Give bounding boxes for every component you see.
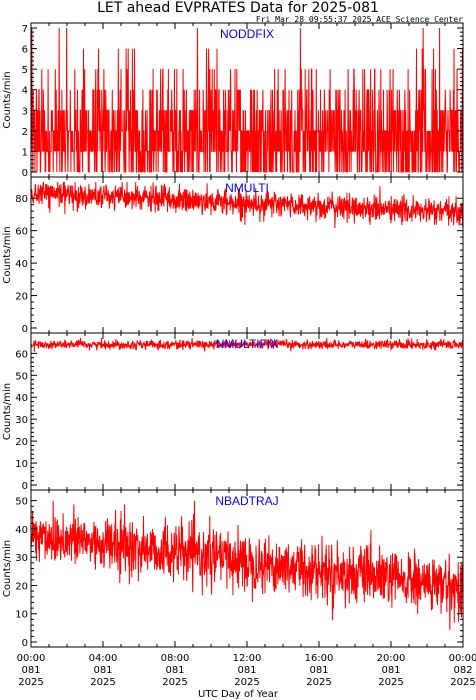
y-axis-label: Counts/min bbox=[2, 540, 13, 597]
y-tick-label: 1 bbox=[22, 147, 28, 158]
y-tick-label: 40 bbox=[15, 393, 28, 404]
y-tick-label: 6 bbox=[22, 45, 28, 56]
x-tick-year: 2025 bbox=[18, 677, 43, 688]
x-tick-doy: 082 bbox=[453, 665, 472, 676]
y-tick-label: 0 bbox=[22, 168, 28, 179]
y-tick-label: 5 bbox=[22, 65, 28, 76]
x-tick-year: 2025 bbox=[234, 677, 259, 688]
panels-group: 0 1 2 3 4 5 6 7 Counts/min NODDFIX 0 20 40 60 80 Counts… bbox=[2, 22, 464, 649]
y-axis-label: Counts/min bbox=[2, 383, 13, 440]
series-line-nmultifix bbox=[30, 337, 464, 352]
x-tick-year: 2025 bbox=[306, 677, 331, 688]
x-tick-year: 2025 bbox=[450, 677, 475, 688]
y-tick-label: 10 bbox=[15, 610, 28, 621]
x-tick-doy: 081 bbox=[237, 665, 256, 676]
x-tick-time: 00:00 bbox=[449, 653, 476, 664]
x-axis-ticks: 00:00081202504:00081202508:00081202512:0… bbox=[17, 653, 476, 688]
x-tick-doy: 081 bbox=[21, 665, 40, 676]
x-axis-label: UTC Day of Year bbox=[198, 689, 279, 700]
panel-label-nmulti: NMULTI bbox=[225, 181, 269, 195]
timestamp-label: Fri Mar 28 09:55:37 2025 ACE Science Cen… bbox=[256, 15, 463, 24]
y-tick-label: 20 bbox=[15, 292, 28, 303]
series-line-nmulti bbox=[30, 181, 464, 229]
y-tick-label: 10 bbox=[15, 459, 28, 470]
x-tick-year: 2025 bbox=[162, 677, 187, 688]
x-tick-year: 2025 bbox=[378, 677, 403, 688]
y-axis-label: Counts/min bbox=[2, 226, 13, 283]
panel-nmulti: 0 20 40 60 80 Counts/min NMULTI bbox=[2, 176, 464, 335]
y-tick-label: 20 bbox=[15, 437, 28, 448]
y-tick-label: 0 bbox=[22, 324, 28, 335]
y-tick-label: 20 bbox=[15, 581, 28, 592]
x-tick-year: 2025 bbox=[90, 677, 115, 688]
panel-label-noddfix: NODDFIX bbox=[220, 27, 274, 41]
y-tick-label: 80 bbox=[15, 194, 28, 205]
series-line-nbadtraj bbox=[30, 500, 464, 631]
y-tick-label: 50 bbox=[15, 497, 28, 508]
y-tick-label: 30 bbox=[15, 415, 28, 426]
y-tick-label: 3 bbox=[22, 106, 28, 117]
panel-noddfix: 0 1 2 3 4 5 6 7 Counts/min NODDFIX bbox=[2, 22, 464, 179]
x-tick-time: 12:00 bbox=[233, 653, 262, 664]
x-tick-doy: 081 bbox=[165, 665, 184, 676]
panel-frame bbox=[30, 332, 464, 491]
series-line-noddfix bbox=[30, 27, 464, 173]
y-tick-label: 40 bbox=[15, 259, 28, 270]
x-tick-doy: 081 bbox=[309, 665, 328, 676]
x-tick-time: 00:00 bbox=[17, 653, 46, 664]
panel-label-nmultifix: NMULTIFIX bbox=[216, 337, 278, 351]
y-tick-label: 2 bbox=[22, 127, 28, 138]
x-tick-time: 16:00 bbox=[305, 653, 334, 664]
y-tick-label: 4 bbox=[22, 86, 28, 97]
y-tick-label: 50 bbox=[15, 371, 28, 382]
y-tick-label: 60 bbox=[15, 349, 28, 360]
y-tick-label: 30 bbox=[15, 553, 28, 564]
y-tick-label: 40 bbox=[15, 525, 28, 536]
y-tick-label: 7 bbox=[22, 24, 28, 35]
panel-nbadtraj: 0 10 20 30 40 50 Counts/min NBADTRAJ bbox=[2, 489, 464, 649]
x-tick-time: 04:00 bbox=[89, 653, 118, 664]
panel-label-nbadtraj: NBADTRAJ bbox=[215, 494, 278, 508]
x-tick-doy: 081 bbox=[381, 665, 400, 676]
x-tick-doy: 081 bbox=[93, 665, 112, 676]
y-tick-label: 0 bbox=[22, 481, 28, 492]
y-axis-label: Counts/min bbox=[2, 71, 13, 128]
x-tick-time: 20:00 bbox=[377, 653, 406, 664]
x-tick-time: 08:00 bbox=[161, 653, 190, 664]
chart-title: LET ahead EVPRATES Data for 2025-081 bbox=[97, 0, 379, 16]
y-tick-label: 0 bbox=[22, 638, 28, 649]
y-tick-label: 60 bbox=[15, 227, 28, 238]
panel-nmultifix: 0 10 20 30 40 50 60 Counts/min NMULTIFIX bbox=[2, 332, 464, 492]
